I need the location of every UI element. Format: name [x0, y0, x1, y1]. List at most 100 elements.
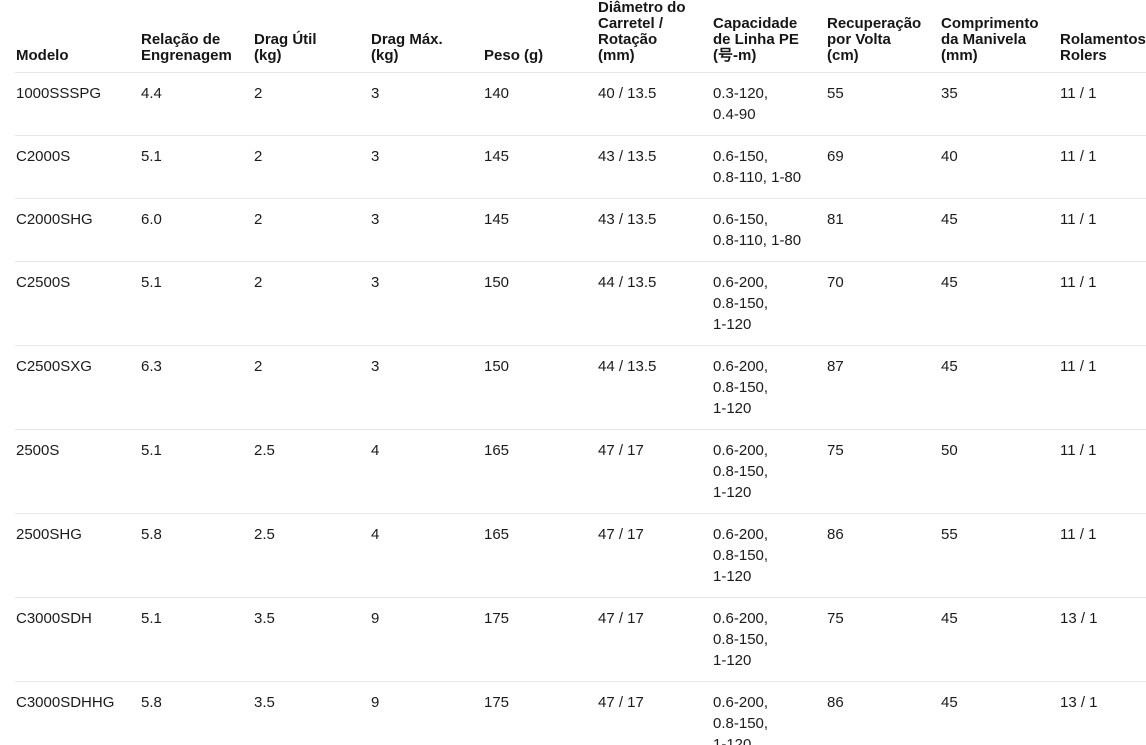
cell-comprimento-manivela-mm: 45	[940, 345, 1059, 430]
column-header-drag-max-kg: Drag Máx. (kg)	[370, 0, 483, 73]
cell-comprimento-manivela-mm: 45	[940, 681, 1059, 745]
cell-rolamentos-rolers: 11 / 1	[1059, 345, 1146, 430]
cell-drag-util-kg: 3.5	[253, 597, 370, 682]
cell-diametro-carretel-rotacao-mm: 47 / 17	[597, 681, 712, 745]
column-header-relacao-de-engrenagem: Relação de Engrenagem	[140, 0, 253, 73]
cell-modelo: C3000SDH	[15, 597, 140, 682]
cell-modelo: C2500SXG	[15, 345, 140, 430]
cell-peso-g: 175	[483, 597, 597, 682]
table-header-row: Modelo Relação de Engrenagem Drag Útil (kg…	[15, 0, 1146, 73]
table-row: C2500S 5.1 2 3 150 44 / 13.5 0.6-200, 0.8-150,…	[15, 261, 1146, 346]
cell-recuperacao-por-volta-cm: 70	[826, 261, 940, 346]
cell-rolamentos-rolers: 13 / 1	[1059, 681, 1146, 745]
cell-comprimento-manivela-mm: 45	[940, 261, 1059, 346]
cell-diametro-carretel-rotacao-mm: 44 / 13.5	[597, 261, 712, 346]
cell-capacidade-linha-pe: 0.6-200, 0.8-150, 1-120	[712, 345, 826, 430]
cell-rolamentos-rolers: 11 / 1	[1059, 198, 1146, 262]
cell-capacidade-linha-pe: 0.6-150, 0.8-110, 1-80	[712, 198, 826, 262]
cell-comprimento-manivela-mm: 45	[940, 597, 1059, 682]
cell-diametro-carretel-rotacao-mm: 44 / 13.5	[597, 345, 712, 430]
cell-capacidade-linha-pe: 0.6-200, 0.8-150, 1-120	[712, 681, 826, 745]
cell-modelo: C3000SDHHG	[15, 681, 140, 745]
cell-drag-max-kg: 9	[370, 597, 483, 682]
cell-recuperacao-por-volta-cm: 81	[826, 198, 940, 262]
cell-comprimento-manivela-mm: 50	[940, 429, 1059, 514]
cell-diametro-carretel-rotacao-mm: 47 / 17	[597, 597, 712, 682]
cell-comprimento-manivela-mm: 35	[940, 72, 1059, 136]
cell-comprimento-manivela-mm: 40	[940, 135, 1059, 199]
cell-relacao-de-engrenagem: 6.3	[140, 345, 253, 430]
cell-recuperacao-por-volta-cm: 86	[826, 513, 940, 598]
cell-rolamentos-rolers: 13 / 1	[1059, 597, 1146, 682]
cell-drag-util-kg: 2	[253, 261, 370, 346]
cell-recuperacao-por-volta-cm: 86	[826, 681, 940, 745]
table-body: 1000SSSPG 4.4 2 3 140 40 / 13.5 0.3-120, 0.4-9…	[15, 72, 1146, 745]
cell-capacidade-linha-pe: 0.6-200, 0.8-150, 1-120	[712, 597, 826, 682]
cell-drag-util-kg: 2	[253, 198, 370, 262]
cell-relacao-de-engrenagem: 4.4	[140, 72, 253, 136]
cell-drag-max-kg: 4	[370, 429, 483, 514]
cell-drag-max-kg: 3	[370, 345, 483, 430]
cell-recuperacao-por-volta-cm: 69	[826, 135, 940, 199]
table-row: C2000SHG 6.0 2 3 145 43 / 13.5 0.6-150, 0.8-11…	[15, 198, 1146, 262]
cell-diametro-carretel-rotacao-mm: 43 / 13.5	[597, 198, 712, 262]
cell-peso-g: 165	[483, 513, 597, 598]
column-header-capacidade-linha-pe: Capacidade de Linha PE (号-m)	[712, 0, 826, 73]
cell-modelo: 2500SHG	[15, 513, 140, 598]
cell-diametro-carretel-rotacao-mm: 43 / 13.5	[597, 135, 712, 199]
cell-capacidade-linha-pe: 0.6-200, 0.8-150, 1-120	[712, 513, 826, 598]
cell-modelo: C2000SHG	[15, 198, 140, 262]
cell-drag-util-kg: 2.5	[253, 429, 370, 514]
column-header-peso-g: Peso (g)	[483, 0, 597, 73]
spec-table: Modelo Relação de Engrenagem Drag Útil (kg…	[15, 0, 1146, 745]
column-header-modelo: Modelo	[15, 0, 140, 73]
cell-peso-g: 145	[483, 135, 597, 199]
cell-rolamentos-rolers: 11 / 1	[1059, 513, 1146, 598]
table-row: 2500SHG 5.8 2.5 4 165 47 / 17 0.6-200, 0.8-150…	[15, 513, 1146, 598]
cell-drag-util-kg: 2	[253, 72, 370, 136]
cell-drag-util-kg: 2.5	[253, 513, 370, 598]
cell-diametro-carretel-rotacao-mm: 47 / 17	[597, 513, 712, 598]
cell-capacidade-linha-pe: 0.6-150, 0.8-110, 1-80	[712, 135, 826, 199]
cell-diametro-carretel-rotacao-mm: 40 / 13.5	[597, 72, 712, 136]
table-row: 1000SSSPG 4.4 2 3 140 40 / 13.5 0.3-120, 0.4-9…	[15, 72, 1146, 136]
table-row: C2000S 5.1 2 3 145 43 / 13.5 0.6-150, 0.8-110,…	[15, 135, 1146, 199]
cell-peso-g: 150	[483, 345, 597, 430]
cell-rolamentos-rolers: 11 / 1	[1059, 135, 1146, 199]
column-header-drag-util-kg: Drag Útil (kg)	[253, 0, 370, 73]
cell-relacao-de-engrenagem: 5.8	[140, 681, 253, 745]
column-header-comprimento-manivela-mm: Comprimento da Manivela (mm)	[940, 0, 1059, 73]
cell-comprimento-manivela-mm: 45	[940, 198, 1059, 262]
cell-relacao-de-engrenagem: 5.1	[140, 597, 253, 682]
cell-drag-util-kg: 2	[253, 345, 370, 430]
cell-drag-max-kg: 3	[370, 261, 483, 346]
cell-rolamentos-rolers: 11 / 1	[1059, 261, 1146, 346]
cell-recuperacao-por-volta-cm: 75	[826, 429, 940, 514]
column-header-recuperacao-por-volta-cm: Recuperação por Volta (cm)	[826, 0, 940, 73]
cell-drag-max-kg: 3	[370, 72, 483, 136]
table-head: Modelo Relação de Engrenagem Drag Útil (kg…	[15, 0, 1146, 73]
cell-modelo: C2500S	[15, 261, 140, 346]
cell-relacao-de-engrenagem: 5.1	[140, 261, 253, 346]
cell-drag-util-kg: 3.5	[253, 681, 370, 745]
cell-relacao-de-engrenagem: 5.1	[140, 135, 253, 199]
cell-recuperacao-por-volta-cm: 55	[826, 72, 940, 136]
cell-capacidade-linha-pe: 0.6-200, 0.8-150, 1-120	[712, 429, 826, 514]
cell-rolamentos-rolers: 11 / 1	[1059, 72, 1146, 136]
cell-modelo: 2500S	[15, 429, 140, 514]
table-row: C3000SDH 5.1 3.5 9 175 47 / 17 0.6-200, 0.8-15…	[15, 597, 1146, 682]
cell-modelo: 1000SSSPG	[15, 72, 140, 136]
table-row: C3000SDHHG 5.8 3.5 9 175 47 / 17 0.6-200, 0.8-…	[15, 681, 1146, 745]
column-header-rolamentos-rolers: Rolamentos/ Rolers	[1059, 0, 1146, 73]
cell-capacidade-linha-pe: 0.6-200, 0.8-150, 1-120	[712, 261, 826, 346]
cell-peso-g: 140	[483, 72, 597, 136]
cell-diametro-carretel-rotacao-mm: 47 / 17	[597, 429, 712, 514]
cell-recuperacao-por-volta-cm: 75	[826, 597, 940, 682]
cell-modelo: C2000S	[15, 135, 140, 199]
cell-comprimento-manivela-mm: 55	[940, 513, 1059, 598]
cell-drag-util-kg: 2	[253, 135, 370, 199]
cell-capacidade-linha-pe: 0.3-120, 0.4-90	[712, 72, 826, 136]
cell-drag-max-kg: 3	[370, 198, 483, 262]
column-header-diametro-carretel-rotacao-mm: Diâmetro do Carretel / Rotação (mm)	[597, 0, 712, 73]
table-row: C2500SXG 6.3 2 3 150 44 / 13.5 0.6-200, 0.8-15…	[15, 345, 1146, 430]
